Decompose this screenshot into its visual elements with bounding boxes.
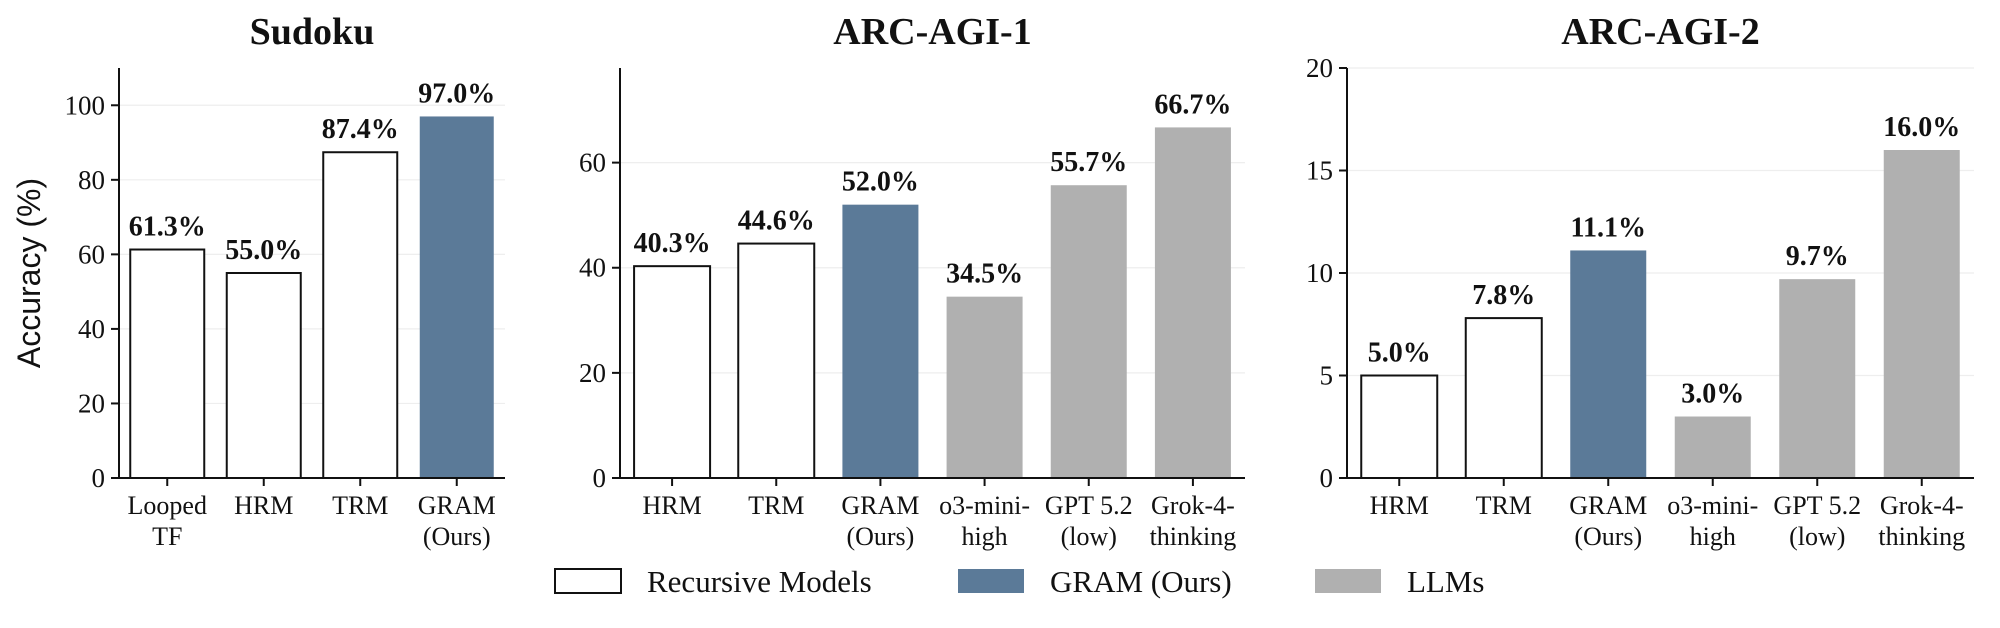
x-tick-label: HRM xyxy=(234,491,293,520)
bar-arc-agi-2-5 xyxy=(1883,150,1960,478)
bar-sudoku-1 xyxy=(225,272,302,479)
x-tick-label: GRAM xyxy=(418,491,496,520)
y-tick-label: 5 xyxy=(1320,361,1334,391)
legend-swatch xyxy=(958,569,1024,593)
x-tick-label: Looped xyxy=(128,491,207,520)
data-label: 3.0% xyxy=(1681,379,1744,410)
x-tick-label: Grok-4- xyxy=(1151,491,1235,520)
x-tick-label: GPT 5.2 xyxy=(1773,491,1861,520)
chart-title: ARC-AGI-2 xyxy=(1561,11,1759,53)
x-tick-label: (low) xyxy=(1789,522,1845,551)
y-tick-label: 0 xyxy=(593,463,607,493)
bar-arc-agi-1-5 xyxy=(1154,127,1231,479)
data-label: 97.0% xyxy=(418,78,495,109)
bar-arc-agi-1-2 xyxy=(842,204,919,478)
x-tick-label: thinking xyxy=(1878,522,1965,551)
legend-label: LLMs xyxy=(1407,564,1485,599)
data-label: 16.0% xyxy=(1883,112,1960,143)
legend-item-gram: GRAM (Ours) xyxy=(958,564,1232,599)
x-tick-label: TRM xyxy=(748,491,804,520)
data-label: 61.3% xyxy=(129,212,206,243)
x-tick-label: HRM xyxy=(1370,491,1429,520)
x-tick-label: HRM xyxy=(642,491,701,520)
y-axis-label: Accuracy (%) xyxy=(11,178,47,368)
bar-arc-agi-1-4 xyxy=(1050,185,1127,478)
y-tick-label: 20 xyxy=(579,358,606,388)
bar-arc-agi-1-0 xyxy=(633,265,712,479)
y-tick-label: 20 xyxy=(1306,53,1333,83)
data-label: 5.0% xyxy=(1368,338,1431,369)
bar-sudoku-3 xyxy=(419,116,494,479)
x-tick-label: TRM xyxy=(1476,491,1532,520)
data-label: 66.7% xyxy=(1154,89,1231,120)
x-tick-label: GPT 5.2 xyxy=(1045,491,1133,520)
chart-panel-1: ARC-AGI-1 0 20 40 60 40.3% HRM 44.6% TRM 52.0% GRA… xyxy=(579,11,1245,551)
y-tick-label: 80 xyxy=(78,165,105,195)
x-tick-label: o3-mini- xyxy=(1667,491,1758,520)
x-tick-label: (Ours) xyxy=(423,522,491,551)
legend-swatch xyxy=(554,568,622,594)
y-tick-label: 0 xyxy=(92,463,106,493)
y-tick-label: 40 xyxy=(579,253,606,283)
x-tick-label: GRAM xyxy=(1569,491,1647,520)
bar-sudoku-0 xyxy=(129,248,206,479)
bar-arc-agi-2-1 xyxy=(1464,317,1543,479)
chart-title: Sudoku xyxy=(250,11,375,53)
y-tick-label: 20 xyxy=(78,388,105,418)
chart-panel-0: Sudoku Accuracy (%) 0 20 40 60 80 100 61.3% Loope… xyxy=(11,11,505,551)
x-tick-label: (low) xyxy=(1061,522,1117,551)
bar-arc-agi-2-2 xyxy=(1570,250,1647,478)
bar-arc-agi-2-4 xyxy=(1779,279,1856,478)
bar-arc-agi-1-3 xyxy=(946,296,1023,478)
y-tick-label: 100 xyxy=(65,90,106,120)
x-tick-label: GRAM xyxy=(841,491,919,520)
data-label: 34.5% xyxy=(946,259,1023,290)
data-label: 7.8% xyxy=(1472,280,1535,311)
data-label: 87.4% xyxy=(322,114,399,145)
data-label: 52.0% xyxy=(842,167,919,198)
bar-sudoku-2 xyxy=(322,151,399,479)
x-tick-label: high xyxy=(1690,522,1736,551)
legend: Recursive Models GRAM (Ours) LLMs xyxy=(554,564,1485,599)
x-tick-label: high xyxy=(961,522,1007,551)
y-tick-label: 40 xyxy=(78,314,105,344)
chart-title: ARC-AGI-1 xyxy=(833,11,1031,53)
bar-arc-agi-1-1 xyxy=(737,242,816,479)
data-label: 55.0% xyxy=(225,235,302,266)
data-label: 11.1% xyxy=(1571,212,1646,243)
chart-panel-2: ARC-AGI-2 0 5 10 15 20 5.0% HRM 7.8% TRM 11.1% GRAM… xyxy=(1306,11,1974,551)
legend-swatch xyxy=(1315,569,1381,593)
bar-arc-agi-2-3 xyxy=(1674,416,1751,478)
legend-label: GRAM (Ours) xyxy=(1050,564,1232,599)
data-label: 44.6% xyxy=(738,206,815,237)
y-tick-label: 15 xyxy=(1306,156,1333,186)
y-tick-label: 60 xyxy=(78,239,105,269)
x-tick-label: (Ours) xyxy=(1574,522,1642,551)
y-tick-label: 60 xyxy=(579,148,606,178)
legend-label: Recursive Models xyxy=(647,564,872,599)
x-tick-label: TF xyxy=(152,522,182,551)
y-tick-label: 10 xyxy=(1306,258,1333,288)
legend-item-llm: LLMs xyxy=(1315,564,1485,599)
y-tick-label: 0 xyxy=(1320,463,1334,493)
legend-item-recursive: Recursive Models xyxy=(554,564,872,599)
x-tick-label: thinking xyxy=(1150,522,1237,551)
bar-arc-agi-2-0 xyxy=(1360,374,1439,479)
x-tick-label: (Ours) xyxy=(846,522,914,551)
data-label: 55.7% xyxy=(1050,147,1127,178)
x-tick-label: o3-mini- xyxy=(939,491,1030,520)
x-tick-label: TRM xyxy=(332,491,388,520)
data-label: 40.3% xyxy=(634,228,711,259)
x-tick-label: Grok-4- xyxy=(1880,491,1964,520)
data-label: 9.7% xyxy=(1786,241,1849,272)
